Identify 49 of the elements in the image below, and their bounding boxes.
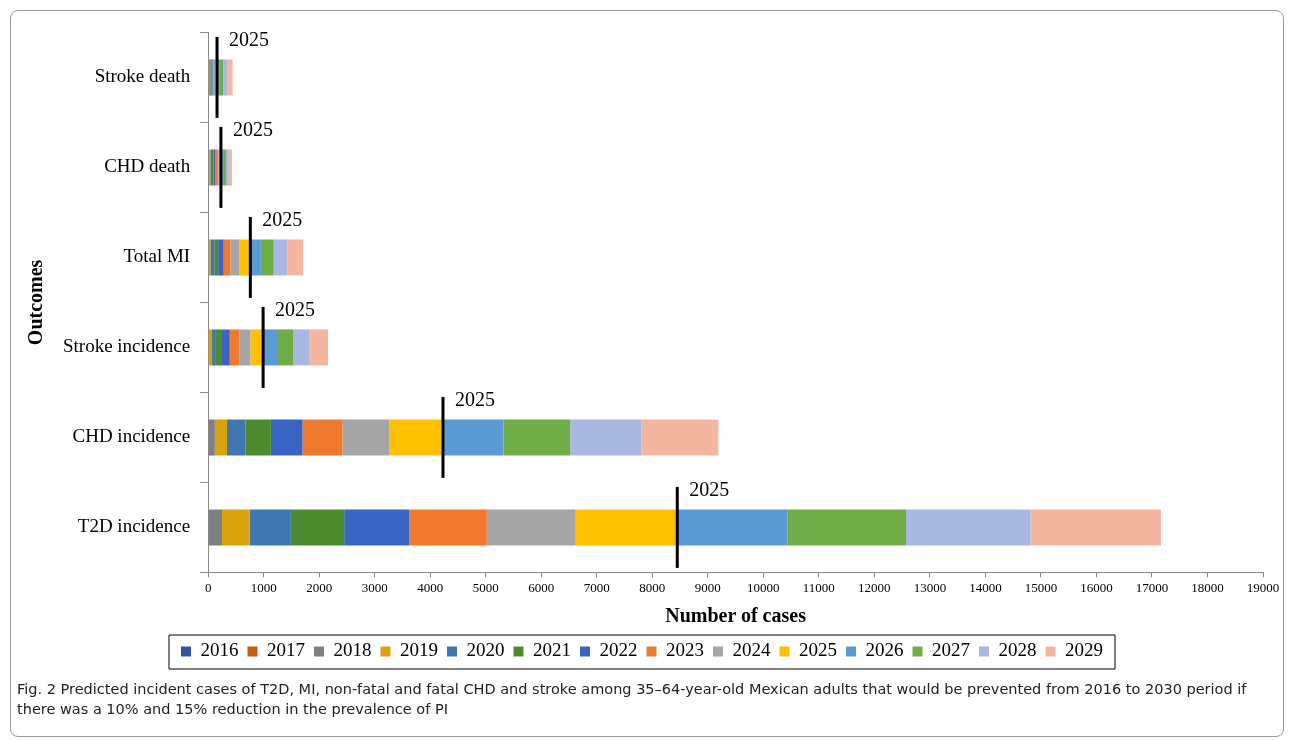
x-tick-label: 5000 — [472, 579, 499, 595]
y-tick-label: Stroke death — [94, 65, 191, 87]
legend-label: 2026 — [865, 639, 904, 661]
legend-label: 2025 — [799, 639, 837, 661]
annotation: 2025 — [689, 478, 730, 501]
annotation: 2025 — [229, 28, 270, 51]
legend-label: 2028 — [998, 639, 1037, 661]
x-tick-label: 9000 — [694, 579, 721, 595]
annotation: 2025 — [454, 388, 495, 411]
x-tick-label: 2000 — [306, 579, 333, 595]
x-tick-label: 1000 — [250, 579, 277, 595]
x-tick-label: 11000 — [802, 579, 835, 595]
legend-label: 2020 — [466, 639, 505, 661]
x-tick-label: 18000 — [1191, 579, 1224, 595]
legend-label: 2017 — [267, 639, 305, 661]
y-tick-label: T2D incidence — [77, 515, 191, 537]
legend-label: 2022 — [599, 639, 638, 661]
x-tick-label: 16000 — [1080, 579, 1113, 595]
x-tick-label: 19000 — [1246, 579, 1280, 595]
y-tick-label: CHD death — [104, 155, 191, 177]
legend-label: 2018 — [333, 639, 372, 661]
y-tick-label: Stroke incidence — [62, 335, 191, 357]
y-tick-label: CHD incidence — [72, 425, 191, 447]
x-tick-label: 4000 — [417, 579, 444, 595]
x-tick-label: 6000 — [528, 579, 555, 595]
x-tick-label: 17000 — [1135, 579, 1169, 595]
caption: Fig. 2 Predicted incident cases of T2D, MI, non-fatal and fatal CHD and stroke among 35–64-year-old Mexican adults that would be prevented from 2016 to 2030 period if there was a 10% and 15% reduction in the prevalence of PI — [17, 680, 1248, 719]
legend-label: 2021 — [533, 639, 571, 661]
annotation: 2025 — [232, 118, 273, 141]
annotation: 2025 — [275, 298, 316, 321]
legend-label: 2024 — [732, 639, 771, 661]
x-axis-title: Number of cases — [665, 604, 807, 627]
x-tick-label: 14000 — [969, 579, 1002, 595]
x-tick-label: 0 — [204, 579, 212, 595]
x-tick-label: 15000 — [1024, 579, 1058, 595]
x-tick-label: 7000 — [583, 579, 610, 595]
x-tick-label: 10000 — [747, 579, 780, 595]
y-axis-title: Outcomes — [24, 259, 47, 346]
legend-label: 2023 — [666, 639, 704, 661]
x-tick-label: 13000 — [913, 579, 947, 595]
x-tick-label: 3000 — [361, 579, 388, 595]
x-tick-label: 12000 — [858, 579, 891, 595]
annotation: 2025 — [262, 208, 303, 231]
legend-label: 2027 — [932, 639, 970, 661]
legend-label: 2029 — [1065, 639, 1103, 661]
x-tick-label: 8000 — [639, 579, 666, 595]
legend-label: 2019 — [400, 639, 438, 661]
y-tick-label: Total MI — [123, 245, 191, 267]
legend-label: 2016 — [200, 639, 239, 661]
